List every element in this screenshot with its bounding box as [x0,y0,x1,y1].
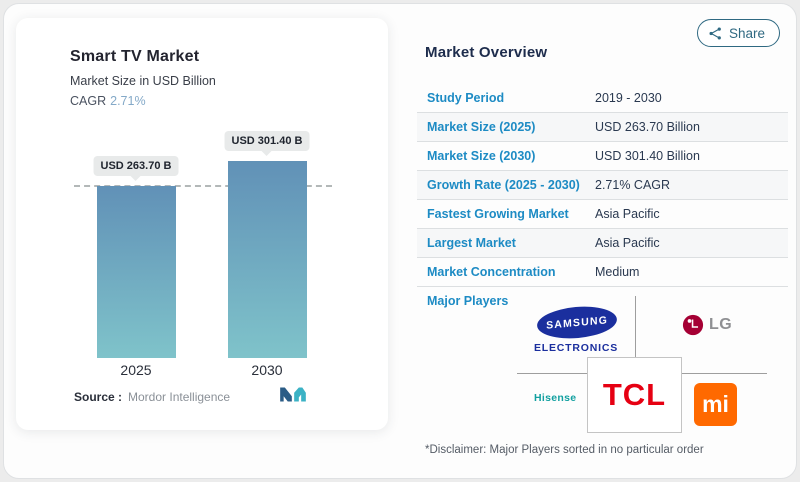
samsung-logo-text: SAMSUNG [545,313,609,332]
cagr-label: CAGR [70,94,107,108]
source-label: Source : [74,390,123,404]
row-value: Asia Pacific [595,236,660,250]
overview-title: Market Overview [425,44,548,61]
x-axis-label-2025: 2025 [120,362,152,378]
share-button[interactable]: Share [697,19,781,47]
table-row: Market Size (2025) USD 263.70 Billion [417,113,788,142]
bar-0 [97,186,176,358]
chart-subtitle: Market Size in USD Billion [70,74,216,88]
xiaomi-logo: mi [694,383,737,426]
source-value: Mordor Intelligence [128,390,231,404]
tcl-logo-text: TCL [602,377,667,412]
table-row: Largest Market Asia Pacific [417,229,788,258]
dashed-guideline [74,185,332,187]
row-label: Growth Rate (2025 - 2030) [427,178,580,192]
row-value: 2019 - 2030 [595,91,662,105]
row-label: Market Concentration [427,265,556,279]
x-axis-label-2030: 2030 [251,362,283,378]
bar-1 [228,161,307,358]
table-row: Market Concentration Medium [417,258,788,287]
samsung-logo: SAMSUNG [535,303,619,342]
chart-card: Smart TV Market Market Size in USD Billi… [16,18,388,430]
row-label: Market Size (2025) [427,120,536,134]
row-label: Market Size (2030) [427,149,536,163]
row-label: Largest Market [427,236,516,250]
bar-label-0: USD 263.70 B [93,156,179,181]
row-label: Fastest Growing Market [427,207,569,221]
table-row: Fastest Growing Market Asia Pacific [417,200,788,229]
row-value: Asia Pacific [595,207,660,221]
disclaimer-text: *Disclaimer: Major Players sorted in no … [425,444,704,456]
row-value: Medium [595,265,640,279]
xiaomi-logo-text: mi [702,391,729,417]
source-row: Source : Mordor Intelligence [74,390,230,404]
table-row: Study Period 2019 - 2030 [417,84,788,113]
cagr-value: 2.71% [110,94,146,108]
row-value: USD 263.70 Billion [595,120,700,134]
chart-cagr: CAGR 2.71% [70,94,146,108]
table-row: Growth Rate (2025 - 2030) 2.71% CAGR [417,171,788,200]
chart-title: Smart TV Market [70,48,200,65]
lg-logo: LG [682,314,732,336]
grid-divider-horizontal-left [517,373,587,374]
grid-divider-vertical [635,296,636,357]
row-label: Study Period [427,91,505,105]
grid-divider-horizontal-right [682,373,767,374]
table-row: Market Size (2030) USD 301.40 Billion [417,142,788,171]
share-icon [708,26,723,41]
lg-symbol-icon [682,314,704,336]
major-players-grid: SAMSUNG ELECTRONICS LG TCL Hisense mi [410,290,788,442]
major-players-label: Major Players [427,294,509,308]
row-value: 2.71% CAGR [595,178,671,192]
tcl-logo: TCL [587,357,682,433]
samsung-electronics-text: ELECTRONICS [533,342,619,354]
share-button-label: Share [729,25,766,41]
overview-table: Study Period 2019 - 2030 Market Size (20… [417,84,788,287]
row-value: USD 301.40 Billion [595,149,700,163]
lg-logo-text: LG [709,316,733,333]
mordor-intelligence-logo-icon [279,386,307,408]
hisense-logo: Hisense [534,392,577,404]
bar-label-1: USD 301.40 B [224,131,310,156]
